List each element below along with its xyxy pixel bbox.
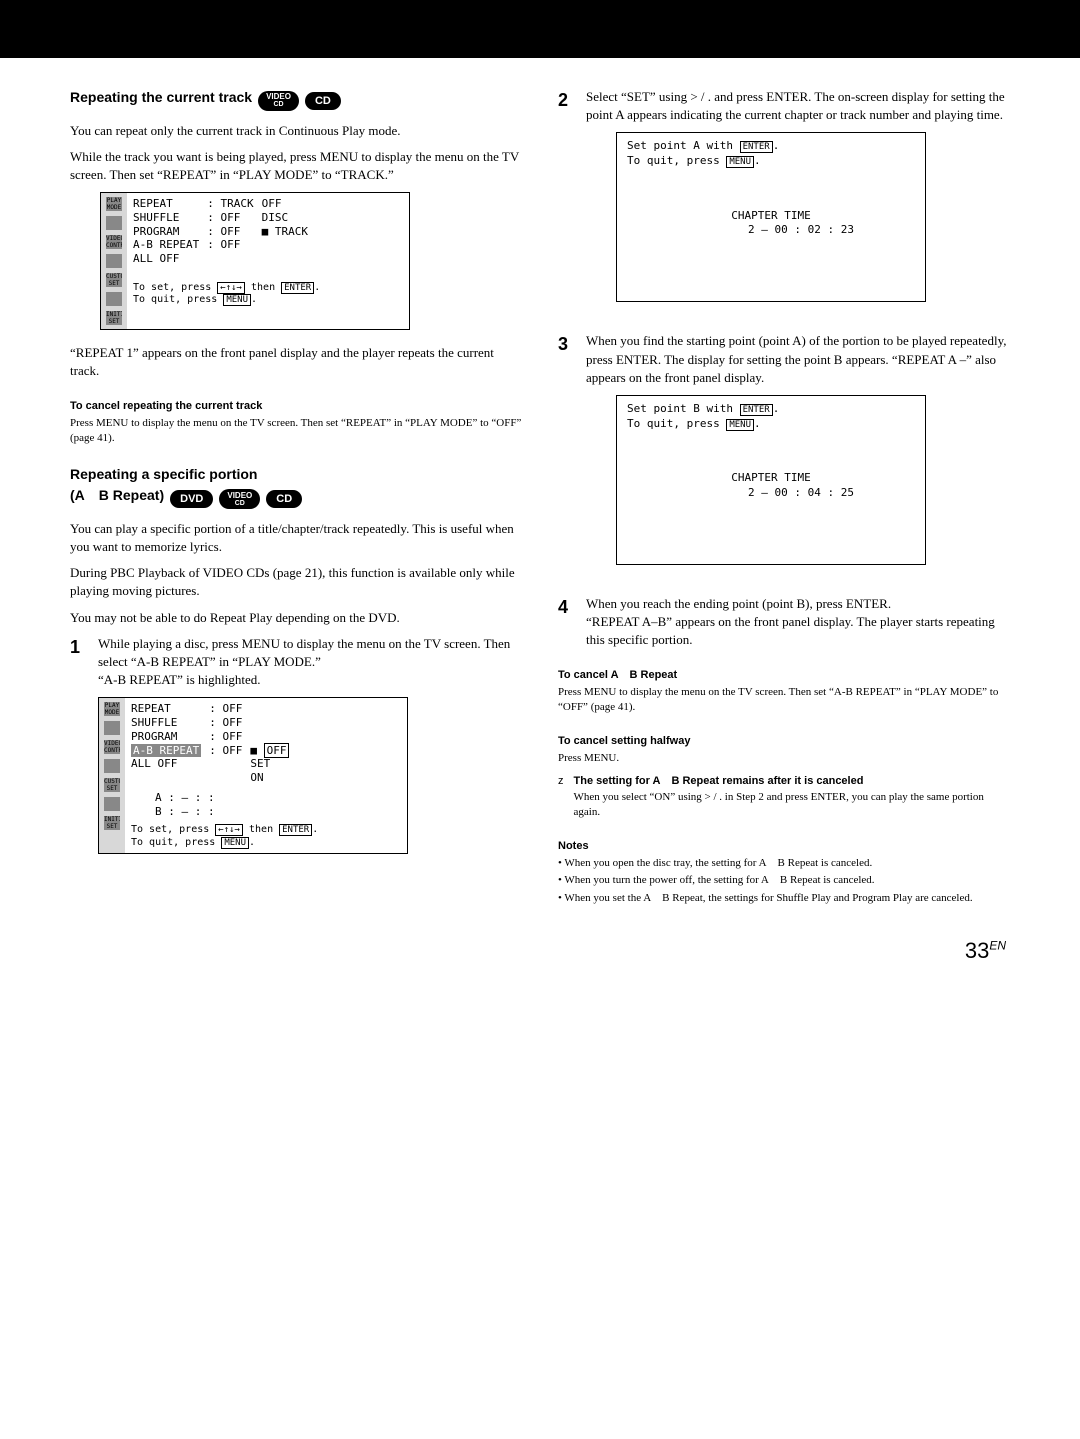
osd-rail-icon [106, 254, 122, 268]
step-text: While playing a disc, press MENU to disp… [98, 635, 522, 690]
step-number: 4 [558, 595, 574, 650]
osd-rail-icon [106, 292, 122, 306]
dvd-badge: DVD [170, 490, 213, 508]
osd-footer-text: then [243, 824, 279, 835]
keycap-menu: MENU [726, 419, 754, 431]
osd-line: Set point B with [627, 402, 740, 415]
osd-set-point-a: Set point A with ENTER. To quit, press M… [616, 132, 926, 302]
osd-rail-icon: PLAY MODE [106, 197, 122, 211]
right-column: 2 Select “SET” using > / . and press ENT… [558, 88, 1010, 908]
page-lang: EN [989, 939, 1006, 953]
badge-line2: CD [273, 101, 283, 108]
osd-repeat-track: PLAY MODE VIDEO CONTROL CUSTOM SET UP INITI… [100, 192, 410, 330]
page-number: 33EN [70, 936, 1010, 967]
notes-heading: Notes [558, 839, 1010, 854]
keycap-arrows: ←↑↓→ [215, 824, 243, 836]
osd-footer-text: then [245, 282, 281, 293]
osd-rail-icon: VIDEO CONTROL [104, 740, 120, 754]
body-text: You can repeat only the current track in… [70, 122, 522, 140]
osd-ab-repeat: PLAY MODE VIDEO CONTROL CUSTOM SET UP INITI… [98, 697, 408, 854]
tip-text: When you select “ON” using > / . in Step… [574, 790, 1011, 821]
body-text: While the track you want is being played… [70, 148, 522, 184]
step-number: 1 [70, 635, 86, 869]
osd-rail-icon: CUSTOM SET UP [104, 778, 120, 792]
note-item: • When you set the A B Repeat, the setti… [558, 891, 1010, 906]
step-text: Select “SET” using > / . and press ENTER… [586, 88, 1010, 124]
heading-repeat-current-track: Repeating the current track [70, 88, 252, 108]
badge-line1: VIDEO [266, 93, 291, 101]
osd-rail-icon: INITIAL SET UP [106, 311, 122, 325]
osd-table: REPEAT: OFFSHUFFLE: OFFPROGRAM: OFFA-B R… [131, 702, 297, 785]
keycap-enter: ENTER [740, 141, 773, 153]
notes-list: • When you open the disc tray, the setti… [558, 856, 1010, 906]
body-text: “REPEAT 1” appears on the front panel di… [70, 344, 522, 380]
keycap-arrows: ←↑↓→ [217, 282, 245, 294]
keycap-enter: ENTER [279, 824, 312, 836]
osd-rail-icon: INITIAL SET UP [104, 816, 120, 830]
osd-set-point-b: Set point B with ENTER. To quit, press M… [616, 395, 926, 565]
chapter-time-label: CHAPTER TIME [627, 471, 915, 485]
osd-rail-icon: PLAY MODE [104, 702, 120, 716]
osd-footer-text: To set, press [131, 824, 215, 835]
subheading-cancel-ab: To cancel A B Repeat [558, 668, 1010, 683]
osd-rail-icon [106, 216, 122, 230]
tip-row: z The setting for A B Repeat remains aft… [558, 774, 1010, 820]
osd-rail-icon [104, 759, 120, 773]
step-number: 3 [558, 332, 574, 579]
note-item: • When you open the disc tray, the setti… [558, 856, 1010, 871]
osd-table: REPEAT: TRACKOFFSHUFFLE: OFFDISCPROGRAM:… [133, 197, 316, 266]
keycap-enter: ENTER [740, 404, 773, 416]
osd-a-line: A : – : : [131, 791, 215, 804]
osd-b-line: B : – : : [131, 805, 215, 818]
chapter-time-label: CHAPTER TIME [627, 209, 915, 223]
osd-rail-icon [104, 797, 120, 811]
body-text: Press MENU to display the menu on the TV… [558, 685, 1010, 716]
cd-badge: CD [266, 490, 302, 508]
left-column: Repeating the current track VIDEO CD CD … [70, 88, 522, 908]
osd-line: To quit, press [627, 154, 726, 167]
top-black-bar [0, 0, 1080, 58]
subheading-cancel-repeat-track: To cancel repeating the current track [70, 399, 522, 414]
subheading-cancel-halfway: To cancel setting halfway [558, 734, 1010, 749]
keycap-menu: MENU [726, 156, 754, 168]
note-item: • When you turn the power off, the setti… [558, 873, 1010, 888]
heading-ab-repeat-l2: (A B Repeat) [70, 486, 164, 506]
step-text: When you reach the ending point (point B… [586, 595, 1010, 650]
heading-ab-repeat-l1: Repeating a specific portion [70, 465, 522, 485]
osd-rail: PLAY MODE VIDEO CONTROL CUSTOM SET UP INITI… [101, 193, 127, 329]
osd-footer-text: To set, press [133, 282, 217, 293]
page-number-value: 33 [965, 938, 989, 963]
osd-footer-text: To quit, press [133, 294, 223, 305]
videocd-badge: VIDEO CD [258, 91, 299, 111]
osd-line: Set point A with [627, 139, 740, 152]
badge-line1: VIDEO [227, 492, 252, 500]
videocd-badge: VIDEO CD [219, 489, 260, 509]
keycap-menu: MENU [221, 837, 249, 849]
step-text: When you find the starting point (point … [586, 332, 1010, 387]
page-content: Repeating the current track VIDEO CD CD … [0, 58, 1080, 997]
osd-rail-icon: VIDEO CONTROL [106, 235, 122, 249]
keycap-enter: ENTER [281, 282, 314, 294]
badge-line2: CD [235, 500, 245, 507]
osd-line: To quit, press [627, 417, 726, 430]
body-text: You can play a specific portion of a tit… [70, 520, 522, 556]
tip-icon: z [558, 774, 564, 820]
body-text: During PBC Playback of VIDEO CDs (page 2… [70, 564, 522, 600]
cd-badge: CD [305, 92, 341, 110]
body-text: Press MENU. [558, 751, 1010, 766]
chapter-time-value: 2 – 00 : 04 : 25 [627, 486, 915, 500]
chapter-time-value: 2 – 00 : 02 : 23 [627, 223, 915, 237]
step-number: 2 [558, 88, 574, 316]
body-text: Press MENU to display the menu on the TV… [70, 416, 522, 447]
osd-rail: PLAY MODE VIDEO CONTROL CUSTOM SET UP INITI… [99, 698, 125, 853]
osd-rail-icon: CUSTOM SET UP [106, 273, 122, 287]
osd-rail-icon [104, 721, 120, 735]
body-text: You may not be able to do Repeat Play de… [70, 609, 522, 627]
osd-footer-text: To quit, press [131, 837, 221, 848]
keycap-menu: MENU [223, 294, 251, 306]
tip-heading: The setting for A B Repeat remains after… [574, 774, 1011, 789]
